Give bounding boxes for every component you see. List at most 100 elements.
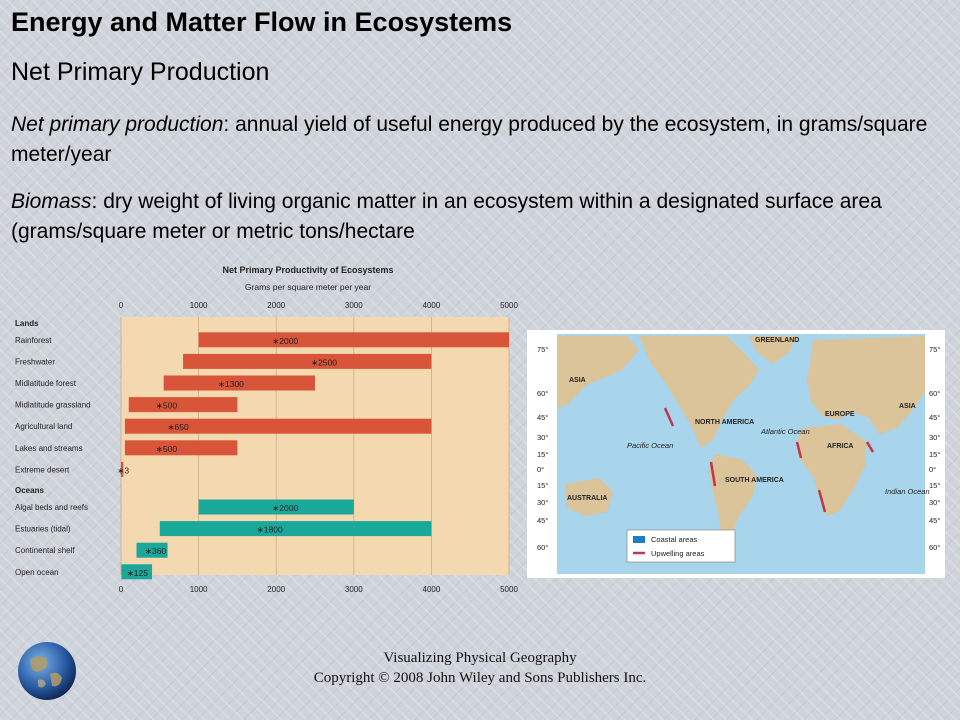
right-latitude-label-3: 30° [929,433,940,442]
x-tick-bottom-1000: 1000 [190,585,208,594]
world-map-svg: 75° 60° 45° 30° 15° 0° 15° 30° 45° 60° 75° 60° 45° 30… [537,334,940,574]
average-label-extreme-desert: ∗3 [117,465,129,475]
africa-landmass [797,424,867,516]
average-label-midlatitude-forest: ∗1300 [218,379,244,389]
average-label-freshwater: ∗2500 [311,357,337,367]
continent-label-7: AUSTRALIA [567,495,607,502]
category-label-continental-shelf: Continental shelf [15,546,75,555]
x-tick-top-0: 0 [119,301,124,310]
average-label-midlatitude-grassland: ∗500 [156,401,178,411]
south-america-landmass [709,454,757,552]
asia-west-landmass [557,336,639,408]
continent-label-2: NORTH AMERICA [695,419,754,426]
average-label-continental-shelf: ∗360 [145,546,167,556]
x-tick-top-3000: 3000 [345,301,363,310]
map-labels: 75° 60° 45° 30° 15° 0° 15° 30° 45° 60° 75° 60° 45° 30… [537,337,940,552]
ocean-label-0: Pacific Ocean [627,441,673,450]
right-latitude-label-9: 60° [929,543,940,552]
chart-x-axis-label: Grams per square meter per year [245,282,371,292]
average-label-lakes-and-streams: ∗500 [156,444,178,454]
left-latitude-label-0: 75° [537,345,548,354]
definition-text-biomass: : dry weight of living organic matter in… [11,190,882,243]
range-bar-continental-shelf [136,542,168,558]
x-tick-bottom-3000: 3000 [345,585,363,594]
range-bar-estuaries-tidal [159,521,432,537]
npp-chart-svg: Net Primary Productivity of Ecosystems Gr… [15,265,518,594]
right-latitude-label-1: 60° [929,389,940,398]
range-bar-freshwater [183,353,432,369]
continent-label-6: SOUTH AMERICA [725,477,784,484]
left-latitude-label-8: 45° [537,516,548,525]
right-latitude-label-0: 75° [929,345,940,354]
coastal-areas-swatch [633,536,645,543]
group-label-0: Lands [15,319,39,328]
range-bar-extreme-desert [121,461,124,477]
productivity-map: 75° 60° 45° 30° 15° 0° 15° 30° 45° 60° 75° 60° 45° 30… [527,330,945,578]
slide-subtitle: Net Primary Production [11,58,270,86]
chart-title: Net Primary Productivity of Ecosystems [222,265,393,275]
x-tick-bottom-4000: 4000 [423,585,441,594]
europe-asia-landmass [807,336,925,434]
upwelling-southwest-africa [817,489,827,513]
globe-logo [16,640,78,702]
definition-text-npp: : annual yield of useful energy produced… [11,113,928,166]
average-label-algal-beds-and-reefs: ∗2000 [272,503,298,513]
x-tick-bottom-2000: 2000 [267,585,285,594]
continent-label-0: GREENLAND [755,337,799,344]
term-net-primary-production: Net primary production [11,113,224,136]
left-latitude-label-4: 15° [537,450,548,459]
upwelling-arabia [865,441,875,453]
upwelling-california [663,407,675,427]
x-tick-top-2000: 2000 [267,301,285,310]
greenland-landmass [749,336,797,364]
x-tick-bottom-0: 0 [119,585,124,594]
ocean-label-2: Indian Ocean [885,487,930,496]
range-bar-midlatitude-grassland [128,397,238,413]
right-latitude-label-4: 15° [929,450,940,459]
upwelling-peru [709,461,717,487]
definition-net-primary-production: Net primary production: annual yield of … [11,110,941,170]
right-latitude-label-6: 15° [929,481,940,490]
category-label-rainforest: Rainforest [15,336,52,345]
right-latitude-label-2: 45° [929,413,940,422]
globe-icon [18,642,76,700]
left-latitude-label-5: 0° [537,465,544,474]
range-bar-open-ocean [121,564,153,580]
footer-book-title: Visualizing Physical Geography [383,650,577,666]
map-legend-box [626,529,736,563]
category-label-agricultural-land: Agricultural land [15,422,72,431]
range-bar-lakes-and-streams [124,440,238,456]
australia-landmass [565,478,613,516]
npp-chart: Net Primary Productivity of Ecosystems Gr… [8,255,524,605]
category-label-extreme-desert: Extreme desert [15,465,70,474]
category-label-open-ocean: Open ocean [15,568,59,577]
term-biomass: Biomass [11,190,92,213]
category-label-estuaries-tidal: Estuaries (tidal) [15,525,71,534]
category-label-algal-beds-and-reefs: Algal beds and reefs [15,503,88,512]
x-tick-bottom-5000: 5000 [500,585,518,594]
coastal-areas-label: Coastal areas [651,535,698,544]
left-latitude-label-6: 15° [537,481,548,490]
x-tick-top-4000: 4000 [423,301,441,310]
continent-label-1: ASIA [569,377,586,384]
right-latitude-label-7: 30° [929,498,940,507]
upwelling-areas [663,407,875,513]
map-legend: Coastal areas Upwelling areas [626,529,736,563]
x-tick-top-5000: 5000 [500,301,518,310]
left-latitude-label-2: 45° [537,413,548,422]
north-america-landmass [639,336,759,448]
ocean-label-1: Atlantic Ocean [760,427,810,436]
category-label-midlatitude-grassland: Midlatitude grassland [15,401,91,410]
left-latitude-label-1: 60° [537,389,548,398]
footer-copyright: Copyright © 2008 John Wiley and Sons Pub… [313,670,647,686]
average-label-estuaries-tidal: ∗1800 [257,525,283,535]
right-latitude-label-8: 45° [929,516,940,525]
upwelling-areas-label: Upwelling areas [651,549,705,558]
average-label-open-ocean: ∗125 [127,568,149,578]
right-latitude-label-5: 0° [929,465,936,474]
left-latitude-label-3: 30° [537,433,548,442]
land-masses [557,336,925,552]
range-bar-algal-beds-and-reefs [198,499,354,515]
range-bar-agricultural-land [124,418,432,434]
range-bar-rainforest [198,332,509,348]
